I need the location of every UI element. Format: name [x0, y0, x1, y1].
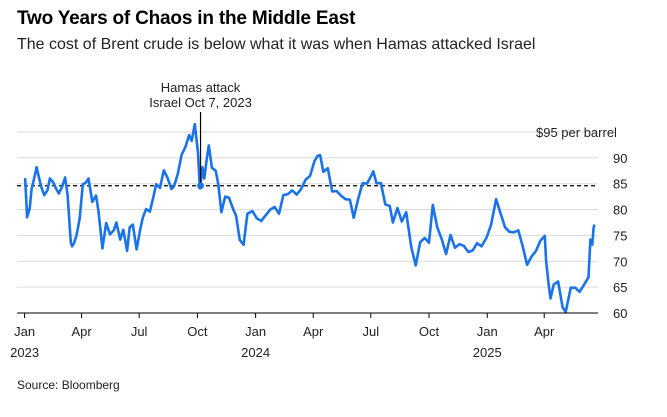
- x-year-label-2023: 2023: [10, 345, 39, 360]
- y-tick-label-60: 60: [613, 306, 627, 321]
- annotation-line-1: Hamas attack: [161, 80, 241, 95]
- series-group: [23, 122, 596, 314]
- x-tick-label-2: Jul: [131, 324, 148, 339]
- annotation-line-2: Israel Oct 7, 2023: [149, 95, 252, 110]
- gridlines: [17, 131, 598, 288]
- y-tick-label-65: 65: [613, 280, 627, 295]
- x-tick-label-9: Apr: [534, 324, 555, 339]
- x-tick-label-3: Oct: [187, 324, 208, 339]
- x-tick-label-4: Jan: [245, 324, 266, 339]
- y-tick-label-70: 70: [613, 254, 627, 269]
- y-tick-label-85: 85: [613, 177, 627, 192]
- y-tick-label-80: 80: [613, 203, 627, 218]
- x-tick-label-5: Apr: [303, 324, 324, 339]
- x-tick-label-8: Jan: [477, 324, 498, 339]
- source-note: Source: Bloomberg: [17, 378, 120, 392]
- axis-group: 60 65 70 75 80 85 90 $95 per barrel Jan 2023 Apr Ju…: [10, 125, 627, 360]
- y-tick-label-90: 90: [613, 151, 627, 166]
- annotation-marker: [197, 182, 204, 190]
- chart-subtitle: The cost of Brent crude is below what it…: [17, 36, 536, 53]
- chart-title: Two Years of Chaos in the Middle East: [17, 8, 356, 29]
- x-year-label-2024: 2024: [241, 345, 270, 360]
- brent-price-line: [23, 122, 596, 314]
- x-tick-label-0: Jan: [14, 324, 35, 339]
- x-year-label-2025: 2025: [473, 345, 502, 360]
- x-tick-label-7: Oct: [419, 324, 440, 339]
- y-unit-label: $95 per barrel: [536, 125, 617, 140]
- x-tick-label-6: Jul: [362, 324, 379, 339]
- x-tick-label-1: Apr: [71, 324, 92, 339]
- y-tick-label-75: 75: [613, 228, 627, 243]
